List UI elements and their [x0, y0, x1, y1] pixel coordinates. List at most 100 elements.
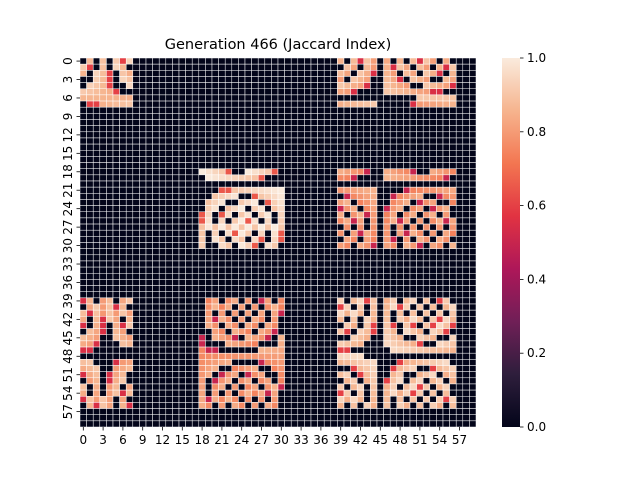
heatmap-cell [106, 70, 114, 77]
heatmap-cell [409, 297, 417, 305]
heatmap-cell [337, 174, 345, 182]
heatmap-cell [152, 119, 160, 126]
heatmap-cell [178, 414, 186, 422]
heatmap-cell [211, 131, 219, 139]
heatmap-cell [125, 273, 134, 280]
heatmap-cell [264, 420, 272, 428]
heatmap-cell [403, 229, 411, 237]
heatmap-cell [271, 266, 279, 274]
heatmap-cell [297, 82, 305, 89]
heatmap-cell [224, 131, 233, 139]
heatmap-cell [178, 94, 186, 102]
heatmap-cell [350, 186, 358, 194]
heatmap-cell [350, 162, 358, 169]
heatmap-cell [205, 143, 213, 151]
heatmap-cell [363, 254, 371, 262]
heatmap-cell [158, 168, 167, 176]
heatmap-cell [165, 156, 173, 163]
heatmap-cell [106, 242, 114, 249]
heatmap-cell [158, 150, 167, 157]
heatmap-cell [165, 273, 173, 280]
heatmap-cell [79, 334, 87, 342]
heatmap-cell [363, 63, 371, 71]
heatmap-cell [231, 162, 239, 169]
heatmap-cell [429, 205, 437, 213]
heatmap-cell [172, 119, 180, 126]
heatmap-cell [257, 420, 266, 428]
heatmap-cell [257, 205, 266, 213]
heatmap-cell [277, 57, 285, 65]
heatmap-cell [350, 352, 358, 360]
heatmap-cell [290, 279, 299, 286]
heatmap-cell [330, 106, 338, 114]
heatmap-cell [469, 279, 477, 286]
heatmap-cell [422, 242, 431, 249]
heatmap-cell [185, 365, 193, 372]
heatmap-cell [376, 328, 384, 336]
heatmap-cell [119, 377, 127, 385]
heatmap-cell [350, 174, 358, 182]
heatmap-cell [343, 229, 351, 237]
heatmap-cell [198, 420, 206, 428]
heatmap-cell [323, 377, 332, 385]
heatmap-cell [436, 125, 444, 133]
heatmap-cell [284, 383, 292, 391]
heatmap-cell [106, 279, 114, 286]
heatmap-cell [350, 377, 358, 385]
heatmap-cell [191, 236, 200, 243]
heatmap-cell [139, 180, 147, 188]
heatmap-cell [422, 70, 431, 77]
heatmap-cell [92, 229, 101, 237]
heatmap-cell [403, 174, 411, 182]
heatmap-cell [389, 334, 398, 342]
heatmap-cell [436, 199, 444, 206]
heatmap-cell [323, 297, 332, 305]
heatmap-cell [251, 352, 259, 360]
heatmap-cell [449, 106, 457, 114]
heatmap-cell [132, 414, 140, 422]
heatmap-cell [330, 162, 338, 169]
y-tick-label: 6 [61, 94, 75, 102]
heatmap-cell [370, 402, 378, 409]
heatmap-cell [125, 279, 134, 286]
heatmap-cell [442, 88, 450, 96]
heatmap-cell [112, 143, 120, 151]
heatmap-cell [112, 113, 120, 120]
heatmap-cell [416, 70, 424, 77]
heatmap-cell [238, 340, 246, 348]
heatmap-cell [396, 303, 404, 311]
heatmap-cell [409, 242, 417, 249]
heatmap-cell [79, 70, 87, 77]
heatmap-cell [178, 359, 186, 366]
heatmap-cell [92, 402, 101, 409]
heatmap-cell [290, 266, 299, 274]
heatmap-cell [396, 340, 404, 348]
heatmap-cell [422, 340, 431, 348]
heatmap-cell [86, 371, 94, 379]
heatmap-cell [337, 297, 345, 305]
heatmap-cell [106, 260, 114, 268]
heatmap-cell [429, 236, 437, 243]
heatmap-cell [455, 365, 464, 372]
heatmap-cell [185, 359, 193, 366]
heatmap-cell [132, 309, 140, 317]
heatmap-cell [264, 273, 272, 280]
heatmap-cell [330, 396, 338, 403]
heatmap-cell [363, 94, 371, 102]
heatmap-cell [271, 346, 279, 354]
heatmap-cell [224, 365, 233, 372]
heatmap-cell [396, 94, 404, 102]
heatmap-cell [238, 297, 246, 305]
heatmap-cell [112, 328, 120, 336]
heatmap-cell [469, 414, 477, 422]
heatmap-cell [304, 229, 312, 237]
heatmap-cell [363, 100, 371, 108]
heatmap-cell [152, 371, 160, 379]
heatmap-cell [416, 303, 424, 311]
heatmap-cell [363, 352, 371, 360]
heatmap-cell [132, 137, 140, 145]
heatmap-cell [185, 150, 193, 157]
heatmap-cell [172, 236, 180, 243]
heatmap-cell [92, 273, 101, 280]
